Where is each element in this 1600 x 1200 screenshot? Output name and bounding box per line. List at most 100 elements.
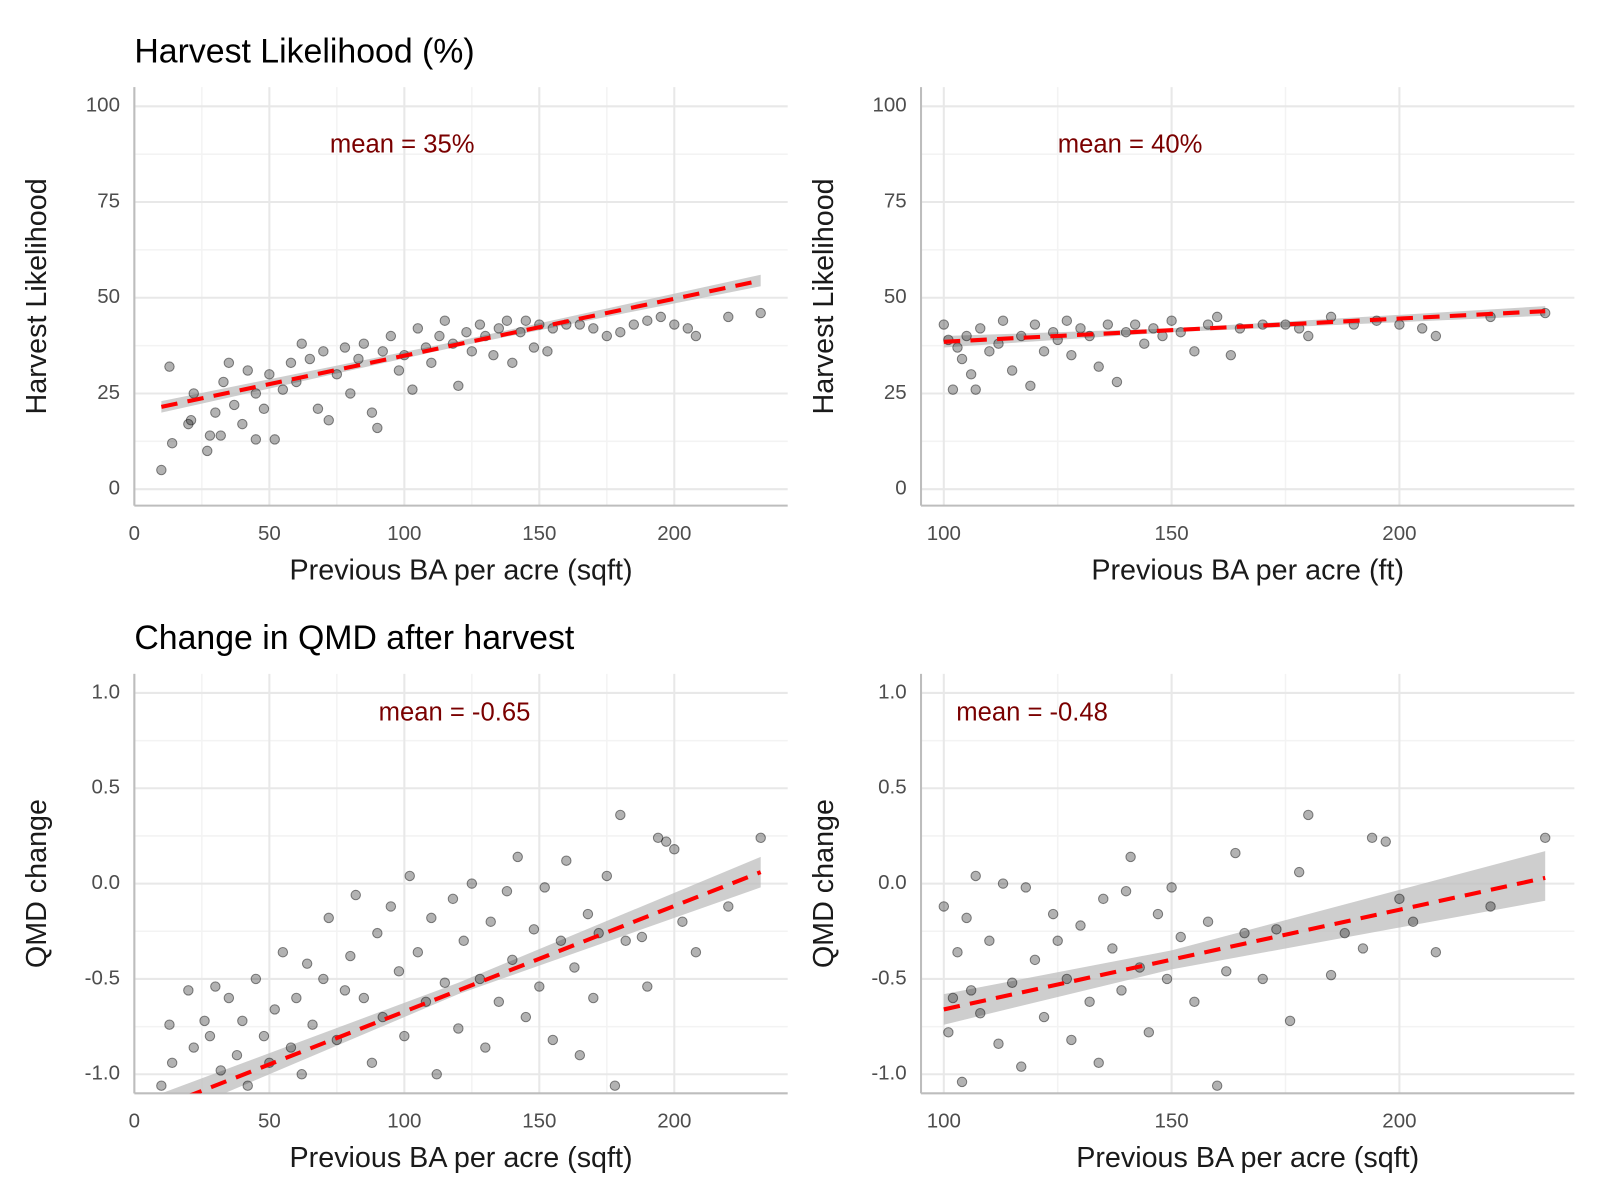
y-axis-label: Harvest Likelihood: [808, 178, 840, 414]
point: [377, 346, 388, 357]
point: [164, 1019, 175, 1030]
point: [304, 353, 316, 365]
point: [669, 844, 680, 855]
point: [984, 346, 995, 357]
point: [447, 893, 459, 905]
point: [1539, 832, 1551, 844]
point: [223, 357, 235, 369]
y-tick-label: 100: [86, 94, 120, 117]
point: [1303, 330, 1314, 342]
point: [943, 1027, 954, 1038]
point: [366, 407, 378, 418]
point: [588, 323, 599, 334]
point: [1120, 326, 1132, 338]
plot-area: [156, 274, 766, 476]
point: [285, 1042, 297, 1053]
point: [285, 357, 297, 369]
point: [1066, 1034, 1077, 1046]
point: [156, 464, 167, 476]
point: [188, 1042, 199, 1053]
point: [574, 1049, 586, 1061]
point: [961, 330, 972, 342]
point: [1293, 866, 1305, 878]
point: [642, 315, 653, 326]
point: [204, 430, 216, 441]
point: [1029, 319, 1041, 330]
point: [250, 973, 262, 985]
point: [307, 1019, 318, 1030]
point: [1339, 927, 1350, 939]
point: [1016, 1061, 1027, 1072]
point: [1202, 916, 1214, 927]
y-tick-label: 75: [97, 189, 120, 212]
point: [1111, 376, 1123, 388]
point: [258, 1030, 270, 1042]
point: [755, 832, 766, 844]
point: [404, 870, 415, 882]
point: [652, 832, 664, 844]
plot-area: [938, 306, 1551, 395]
point: [539, 882, 550, 893]
point: [956, 1076, 968, 1088]
y-axis-label: QMD change: [808, 799, 840, 968]
point: [166, 438, 178, 449]
point: [250, 434, 262, 445]
annotation: mean = 40%: [1058, 131, 1203, 159]
point: [1098, 893, 1109, 905]
point: [269, 434, 280, 445]
point: [961, 912, 972, 924]
trend-line: [943, 309, 1546, 344]
point: [507, 357, 518, 369]
y-tick-label: 50: [884, 285, 907, 308]
y-tick-label: 0.5: [92, 776, 121, 799]
point: [636, 931, 648, 943]
point: [215, 1065, 226, 1076]
point: [204, 1030, 216, 1042]
point: [574, 319, 586, 330]
y-tick-label: 0.0: [92, 871, 121, 894]
trend-line: [943, 875, 1546, 1012]
panel-title: Harvest Likelihood (%): [134, 33, 474, 71]
point: [250, 388, 262, 399]
point: [323, 912, 334, 924]
point: [984, 935, 995, 947]
point: [690, 947, 702, 958]
y-axis-label: Harvest Likelihood: [21, 178, 53, 414]
point: [164, 361, 175, 372]
point: [569, 962, 580, 973]
x-tick-label: 200: [657, 1109, 691, 1132]
point: [1066, 349, 1077, 361]
point: [1038, 346, 1050, 357]
point: [188, 388, 199, 399]
point: [528, 924, 540, 935]
y-tick-label: 25: [884, 381, 907, 404]
point: [156, 1080, 167, 1091]
point: [242, 365, 253, 376]
point: [474, 973, 486, 985]
point: [938, 901, 950, 912]
point: [1166, 315, 1177, 326]
x-axis-label: Previous BA per acre (sqft): [1076, 1142, 1419, 1174]
y-tick-label: 0: [895, 477, 906, 500]
point: [1394, 319, 1405, 330]
point: [956, 353, 968, 365]
point: [965, 369, 977, 380]
point: [947, 992, 959, 1004]
point: [1148, 323, 1159, 334]
point: [1152, 908, 1164, 920]
point: [542, 346, 553, 357]
point: [601, 330, 613, 342]
point: [431, 1069, 442, 1080]
point: [1139, 338, 1150, 349]
point: [488, 349, 499, 361]
point: [1025, 380, 1036, 392]
point: [1211, 1080, 1223, 1091]
point: [1189, 346, 1200, 357]
y-tick-label: -0.5: [871, 966, 906, 989]
point: [331, 369, 343, 380]
point: [412, 323, 424, 334]
y-tick-label: -0.5: [85, 966, 120, 989]
point: [655, 311, 667, 323]
point: [952, 342, 963, 353]
